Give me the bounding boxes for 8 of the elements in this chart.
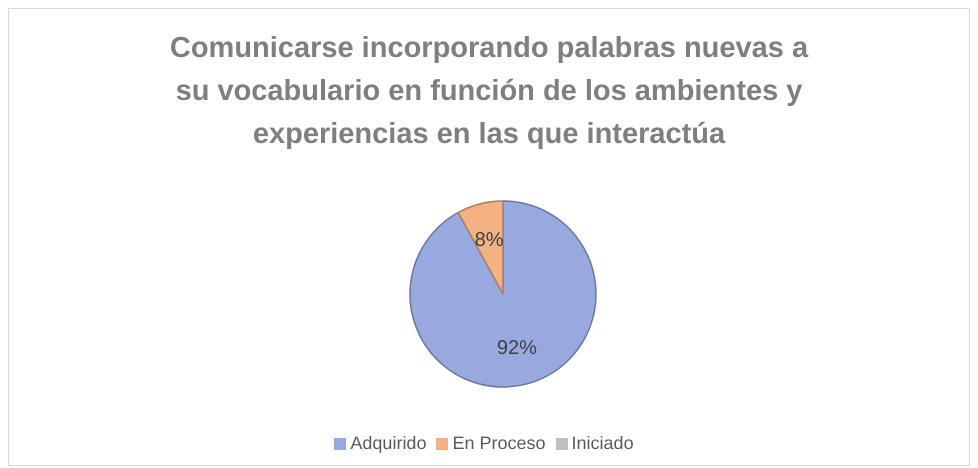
pie-slice	[409, 200, 597, 388]
legend-label: Iniciado	[572, 433, 634, 453]
data-label: 8%	[474, 228, 504, 251]
legend-label: Adquirido	[350, 433, 426, 453]
data-label: 92%	[496, 337, 538, 360]
chart-title: Comunicarse incorporando palabras nuevas a su vocabulario en función de los ambientes y experiencias en las que interactúa	[168, 31, 810, 152]
legend-label: En Proceso	[452, 433, 546, 453]
pie-slice	[457, 200, 504, 295]
